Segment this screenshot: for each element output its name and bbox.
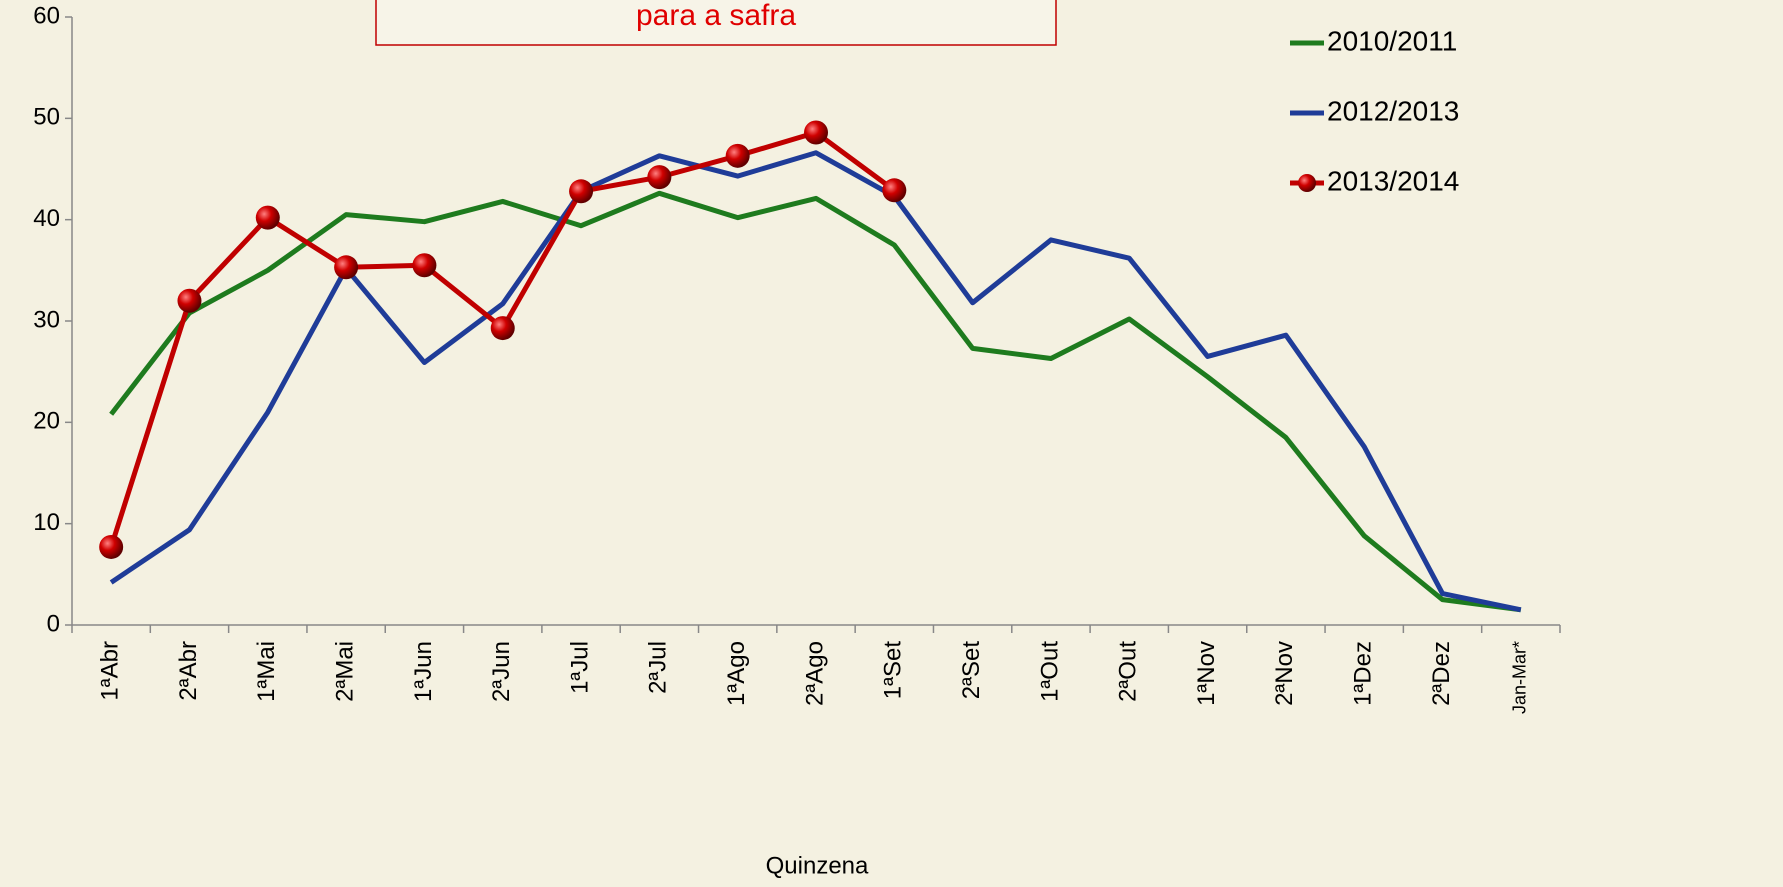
y-tick-label: 50 <box>33 104 60 131</box>
x-tick-label: 2ªAbr <box>175 641 202 701</box>
x-tick-label: 1ªAbr <box>97 641 124 701</box>
x-tick-label: 1ªDez <box>1350 641 1377 706</box>
series-line <box>109 190 1522 613</box>
y-tick-label: 10 <box>33 509 60 536</box>
y-tick-label: 30 <box>33 306 60 333</box>
x-tick-label: 1ªJun <box>410 641 437 702</box>
x-tick-label: 1ªNov <box>1193 641 1220 706</box>
data-point <box>255 205 280 230</box>
x-tick-label: 2ªSet <box>958 641 985 700</box>
x-tick-label: 2ªAgo <box>801 641 828 706</box>
x-tick-label: 1ªOut <box>1036 641 1063 702</box>
legend-label: 2012/2013 <box>1327 95 1459 126</box>
x-tick-label: Jan-Mar* <box>1510 641 1530 714</box>
data-point <box>647 165 672 190</box>
x-tick-label: 2ªOut <box>1115 641 1142 702</box>
data-point <box>569 179 594 204</box>
y-tick-label: 40 <box>33 205 60 232</box>
y-tick-label: 0 <box>47 610 60 637</box>
x-tick-label: 2ªJul <box>645 641 672 694</box>
data-point <box>334 255 359 280</box>
x-tick-label: 1ªSet <box>880 641 907 700</box>
y-tick-label: 20 <box>33 408 60 435</box>
x-tick-label: 2ªJun <box>488 641 515 702</box>
series-line <box>109 150 1522 613</box>
data-point <box>804 120 828 145</box>
legend-label: 2013/2014 <box>1327 165 1459 196</box>
data-point <box>725 143 750 168</box>
x-tick-label: 1ªAgo <box>723 641 750 706</box>
data-point <box>412 253 437 278</box>
x-tick-label: 2ªDez <box>1428 641 1455 706</box>
x-tick-label: 2ªMai <box>331 641 358 702</box>
x-tick-label: 1ªJul <box>566 641 593 694</box>
data-point <box>882 178 907 203</box>
chart-title: para a safra <box>636 0 796 32</box>
legend-label: 2010/2011 <box>1327 25 1457 56</box>
x-axis-label: Quinzena <box>766 852 869 879</box>
data-point <box>490 316 515 341</box>
y-tick-label: 60 <box>33 2 60 29</box>
data-point <box>99 534 124 559</box>
x-tick-label: 1ªMai <box>253 641 280 702</box>
title-box <box>375 0 1057 46</box>
data-point <box>177 288 202 313</box>
x-tick-label: 2ªNov <box>1271 641 1298 706</box>
legend-marker <box>1298 174 1316 192</box>
